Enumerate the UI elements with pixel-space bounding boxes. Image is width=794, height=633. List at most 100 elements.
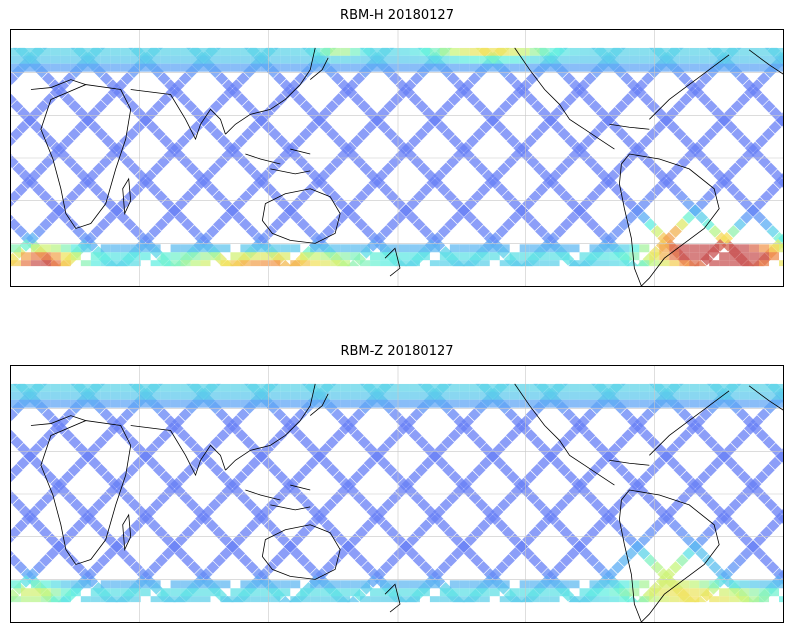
swath-cell — [499, 463, 513, 477]
swath-cell — [390, 383, 400, 392]
swath-cell — [140, 580, 151, 589]
swath-cell — [180, 580, 191, 589]
swath-cell — [60, 63, 71, 72]
swath-cell — [499, 391, 510, 400]
swath-cell — [669, 244, 680, 253]
swath-cell — [220, 55, 231, 64]
swath-cell — [120, 72, 134, 85]
swath-cell — [158, 429, 172, 442]
swath-cell — [187, 561, 201, 574]
swath-cell — [589, 244, 600, 253]
swath-cell — [429, 580, 440, 589]
swath-cell — [132, 120, 146, 134]
swath-cell — [152, 127, 166, 141]
swath-cell — [110, 399, 121, 408]
swath-cell — [757, 72, 770, 85]
swath-cell — [439, 391, 450, 400]
swath-cell — [698, 93, 711, 106]
swath-cell — [609, 47, 620, 56]
swath-cell — [599, 580, 610, 589]
swath-cell — [569, 63, 580, 72]
swath-cell — [539, 55, 550, 64]
swath-cell — [484, 176, 497, 190]
swath-cell — [84, 232, 97, 245]
swath-cell — [490, 505, 504, 519]
swath-cell — [220, 383, 231, 392]
swath-cell — [386, 526, 399, 540]
swath-cell — [20, 596, 31, 603]
swath-cell — [519, 383, 530, 392]
swath-cell — [40, 47, 51, 56]
swath-cell — [459, 244, 470, 253]
swath-cell — [139, 113, 152, 127]
swath-cell — [200, 580, 211, 589]
swath-cell — [341, 540, 355, 553]
swath-cell — [120, 580, 131, 589]
swath-cell — [354, 218, 368, 231]
swath-cell — [300, 47, 311, 56]
swath-cell — [220, 244, 231, 253]
swath-cell — [539, 580, 550, 589]
swath-cell — [769, 391, 780, 400]
swath-cell — [11, 47, 21, 56]
swath-cell — [201, 169, 215, 183]
swath-cell — [559, 47, 570, 56]
swath-cell — [90, 225, 104, 238]
swath-cell — [506, 134, 520, 148]
swath-cell — [489, 580, 500, 589]
swath-cell — [459, 260, 470, 267]
swath-cell — [80, 596, 91, 603]
swath-cell — [759, 47, 770, 56]
swath-cell — [330, 383, 341, 392]
swath-cell — [85, 169, 99, 183]
swath-cell — [419, 580, 430, 589]
swath-cell — [190, 399, 201, 408]
swath-cell — [226, 204, 239, 217]
swath-cell — [412, 218, 426, 231]
swath-cell — [729, 399, 740, 408]
swath-cell — [519, 55, 530, 64]
swath-cell — [200, 596, 211, 603]
swath-cell — [459, 252, 470, 261]
swath-cell — [526, 491, 540, 505]
swath-cell — [310, 399, 321, 408]
swath-cell — [709, 580, 720, 589]
swath-cell — [240, 383, 251, 392]
swath-cell — [472, 463, 486, 477]
swath-cell — [170, 47, 181, 56]
swath-cell — [629, 63, 640, 72]
swath-cell — [599, 383, 610, 392]
swath-cell — [260, 391, 271, 400]
swath-cell — [140, 55, 151, 64]
swath-cell — [749, 47, 760, 56]
swath-cell — [204, 456, 217, 470]
swath-cell — [92, 162, 106, 176]
swath-cell — [489, 55, 500, 64]
swath-cell — [519, 391, 530, 400]
swath-cell — [469, 252, 480, 261]
swath-cell — [669, 399, 680, 408]
swath-cell — [180, 252, 191, 261]
swath-cell — [719, 252, 730, 261]
swath-cell — [699, 244, 710, 253]
swath-cell — [345, 79, 359, 92]
swath-cell — [559, 55, 570, 64]
swath-cell — [270, 596, 281, 603]
swath-cell — [260, 260, 271, 267]
swath-cell — [60, 580, 71, 589]
swath-cell — [230, 55, 241, 64]
swath-cell — [130, 588, 141, 597]
swath-cell — [629, 47, 640, 56]
swath-cell — [559, 399, 570, 408]
swath-cell — [582, 429, 596, 442]
swath-cell — [110, 383, 121, 392]
swath-cell — [150, 55, 161, 64]
swath-cell — [294, 72, 308, 85]
swath-cell — [489, 391, 500, 400]
swath-cell — [240, 55, 251, 64]
swath-cell — [216, 93, 230, 106]
swath-cell — [515, 540, 529, 553]
swath-cell — [779, 63, 783, 72]
swath-cell — [679, 63, 690, 72]
swath-cell — [439, 383, 450, 392]
